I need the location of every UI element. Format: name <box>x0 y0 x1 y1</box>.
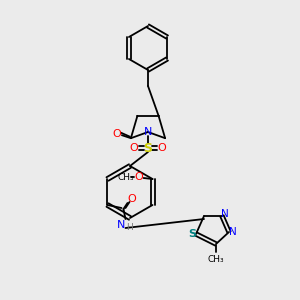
Text: N: N <box>117 220 126 230</box>
Text: O: O <box>134 172 143 182</box>
Text: S: S <box>143 142 152 154</box>
Text: O: O <box>130 143 138 153</box>
Text: S: S <box>188 229 196 239</box>
Text: O: O <box>127 194 136 204</box>
Text: N: N <box>221 209 229 219</box>
Text: N: N <box>229 227 237 237</box>
Text: CH₃: CH₃ <box>117 172 134 182</box>
Text: N: N <box>144 127 152 137</box>
Text: H: H <box>126 224 133 232</box>
Text: CH₃: CH₃ <box>208 254 224 263</box>
Text: O: O <box>112 129 121 139</box>
Text: O: O <box>158 143 166 153</box>
